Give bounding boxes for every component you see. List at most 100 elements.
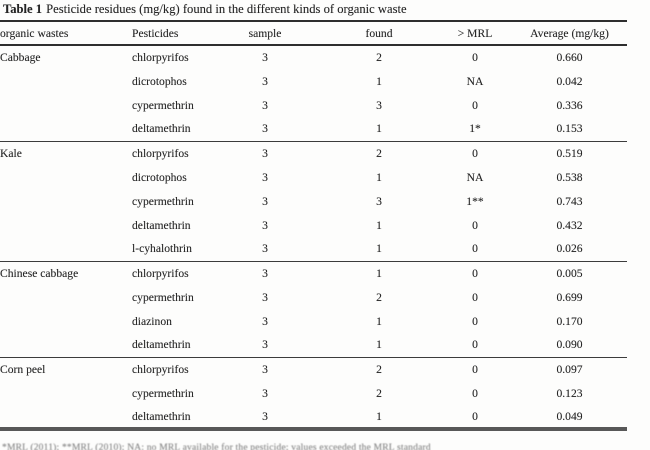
mrl-cell: 0	[472, 314, 478, 328]
found-cell: 1	[376, 409, 382, 423]
organic-waste-cell	[0, 189, 132, 213]
found-cell: 1	[376, 218, 382, 232]
organic-waste-cell	[0, 213, 132, 237]
table-row: cypermethrin 3 3 1** 0.743	[0, 189, 627, 213]
pesticide-cell: chlorpyrifos	[132, 362, 189, 376]
column-header-pesticides: Pesticides	[132, 26, 179, 40]
average-cell: 0.699	[556, 290, 583, 304]
found-cell: 1	[376, 74, 382, 88]
mrl-cell: 0	[472, 146, 478, 160]
sample-cell: 3	[262, 170, 268, 184]
pesticide-residues-table: organic wastes Pesticides sample found >…	[0, 20, 627, 431]
sample-cell: 3	[262, 74, 268, 88]
sample-cell: 3	[262, 409, 268, 423]
average-cell: 0.090	[556, 338, 583, 352]
pesticide-cell: cypermethrin	[132, 98, 194, 112]
found-cell: 2	[376, 146, 382, 160]
mrl-cell: NA	[466, 74, 484, 88]
table-caption-label: Table 1	[3, 2, 43, 16]
table-row: Cabbage chlorpyrifos 3 2 0 0.660	[0, 45, 627, 69]
found-cell: 3	[376, 194, 382, 208]
found-cell: 3	[376, 98, 382, 112]
mrl-cell: 0	[472, 338, 478, 352]
table-caption: Table 1 Pesticide residues (mg/kg) found …	[3, 2, 407, 17]
table-row: cypermethrin 3 2 0 0.123	[0, 381, 627, 405]
sample-cell: 3	[262, 266, 268, 280]
found-cell: 2	[376, 51, 382, 64]
sample-cell: 3	[262, 386, 268, 400]
mrl-cell: 0	[472, 242, 478, 256]
average-cell: 0.336	[556, 98, 583, 112]
average-cell: 0.042	[556, 74, 583, 88]
table-row: Chinese cabbage chlorpyrifos 3 1 0 0.005	[0, 261, 627, 285]
table-row: dicrotophos 3 1 NA 0.042	[0, 69, 627, 93]
average-cell: 0.153	[556, 122, 583, 136]
pesticide-cell: chlorpyrifos	[132, 266, 189, 280]
pesticide-cell: deltamethrin	[132, 338, 191, 352]
pesticide-cell: chlorpyrifos	[132, 146, 189, 160]
column-header-organic-wastes: organic wastes	[0, 26, 69, 40]
sample-cell: 3	[262, 338, 268, 352]
average-cell: 0.432	[556, 218, 583, 232]
average-cell: 0.660	[556, 51, 583, 64]
pesticide-cell: deltamethrin	[132, 122, 191, 136]
mrl-cell: 0	[472, 409, 478, 423]
mrl-cell: 0	[472, 266, 478, 280]
table-caption-text: Pesticide residues (mg/kg) found in the …	[46, 2, 407, 16]
organic-waste-cell	[0, 69, 132, 93]
table-row: diazinon 3 1 0 0.170	[0, 309, 627, 333]
organic-waste-cell	[0, 381, 132, 405]
pesticide-cell: cypermethrin	[132, 386, 194, 400]
column-header-found: found	[365, 26, 393, 40]
found-cell: 1	[376, 338, 382, 352]
average-cell: 0.097	[556, 362, 583, 376]
sample-cell: 3	[262, 194, 268, 208]
table-row: deltamethrin 3 1 0 0.432	[0, 213, 627, 237]
mrl-cell: 0	[472, 51, 478, 64]
sample-cell: 3	[262, 146, 268, 160]
organic-waste-cell	[0, 165, 132, 189]
average-cell: 0.026	[556, 242, 583, 256]
average-cell: 0.005	[556, 266, 583, 280]
organic-waste-cell	[0, 93, 132, 117]
found-cell: 1	[376, 314, 382, 328]
sample-cell: 3	[262, 122, 268, 136]
table-row: deltamethrin 3 1 1* 0.153	[0, 117, 627, 141]
pesticide-cell: cypermethrin	[132, 290, 194, 304]
organic-waste-cell: Kale	[0, 146, 22, 160]
average-cell: 0.538	[556, 170, 583, 184]
sample-cell: 3	[262, 242, 268, 256]
pesticide-cell: deltamethrin	[132, 218, 191, 232]
organic-waste-cell	[0, 117, 132, 141]
sample-cell: 3	[262, 290, 268, 304]
table-footnote: *MRL (2011); **MRL (2010); NA: no MRL av…	[2, 443, 431, 450]
sample-cell: 3	[262, 98, 268, 112]
sample-cell: 3	[262, 314, 268, 328]
found-cell: 1	[376, 266, 382, 280]
mrl-cell: 0	[472, 218, 478, 232]
column-header-sample: sample	[248, 26, 282, 40]
column-header-mrl: > MRL	[457, 26, 493, 40]
sample-cell: 3	[262, 218, 268, 232]
organic-waste-cell	[0, 285, 132, 309]
organic-waste-cell	[0, 405, 132, 429]
organic-waste-cell: Cabbage	[0, 51, 41, 64]
table-row: deltamethrin 3 1 0 0.090	[0, 333, 627, 357]
found-cell: 2	[376, 362, 382, 376]
average-cell: 0.170	[556, 314, 583, 328]
mrl-cell: 0	[472, 362, 478, 376]
mrl-cell: 1*	[469, 122, 481, 136]
sample-cell: 3	[262, 362, 268, 376]
average-cell: 0.123	[556, 386, 583, 400]
mrl-cell: 0	[472, 98, 478, 112]
table-row: deltamethrin 3 1 0 0.049	[0, 405, 627, 429]
table-row: l-cyhalothrin 3 1 0 0.026	[0, 237, 627, 261]
pesticide-cell: diazinon	[132, 314, 172, 328]
table-row: cypermethrin 3 3 0 0.336	[0, 93, 627, 117]
average-cell: 0.519	[556, 146, 583, 160]
pesticide-cell: cypermethrin	[132, 194, 194, 208]
mrl-cell: NA	[466, 170, 484, 184]
organic-waste-cell	[0, 237, 132, 261]
table-row: cypermethrin 3 2 0 0.699	[0, 285, 627, 309]
